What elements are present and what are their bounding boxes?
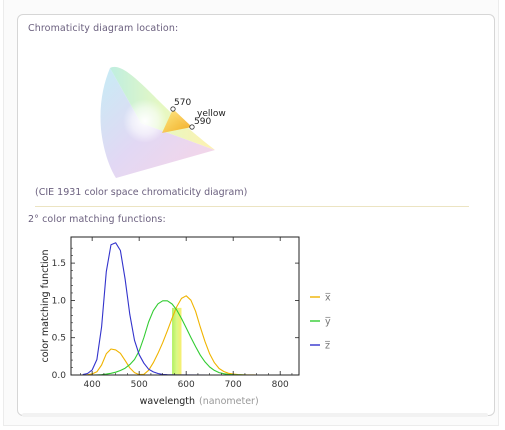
marker-570 <box>170 106 176 112</box>
y-axis-label: color matching function <box>40 250 51 363</box>
cmf-title: 2° color matching functions: <box>28 214 166 225</box>
x-tick-label: 400 <box>84 380 101 390</box>
label-570: 570 <box>174 98 191 108</box>
result-panel: Chromaticity diagram location: <box>3 0 499 426</box>
y-tick-label: 0.5 <box>52 334 66 344</box>
label-590: 590 <box>194 117 211 127</box>
gamut-lower <box>100 68 215 178</box>
y-tick-label: 0.0 <box>52 371 67 381</box>
x-tick-label: 800 <box>272 380 289 390</box>
x-tick-label: 600 <box>178 380 195 390</box>
cmf-chart: 400 500 600 700 800 0.0 0.5 1.0 1.5 wavelength (na… <box>40 236 331 407</box>
x-tick-label: 700 <box>225 380 242 390</box>
x-axis-unit: (nanometer) <box>199 396 259 407</box>
x-tick-label: 500 <box>131 380 148 390</box>
chromaticity-title: Chromaticity diagram location: <box>28 23 179 34</box>
result-pod: Chromaticity diagram location: <box>17 14 495 416</box>
chromaticity-diagram: 570 yellow 590 <box>100 66 226 178</box>
y-tick-label: 1.5 <box>52 259 66 269</box>
marker-590 <box>189 124 195 130</box>
series-line-0 <box>82 295 295 376</box>
legend-label-0: x̅ <box>325 293 331 304</box>
chromaticity-caption: (CIE 1931 color space chromaticity diagr… <box>35 187 248 198</box>
highlight-band <box>172 307 182 375</box>
yellow-region <box>162 109 192 133</box>
label-yellow: yellow <box>197 109 226 119</box>
x-axis-label: wavelength <box>140 396 195 407</box>
legend-label-1: y̅ <box>325 317 331 328</box>
series-line-2 <box>82 242 295 376</box>
section-divider <box>35 206 469 207</box>
legend-label-2: z̅ <box>325 341 331 352</box>
plot-frame <box>70 236 300 376</box>
bottom-bar <box>22 413 488 417</box>
y-tick-label: 1.0 <box>52 296 67 306</box>
series-line-1 <box>82 300 295 376</box>
